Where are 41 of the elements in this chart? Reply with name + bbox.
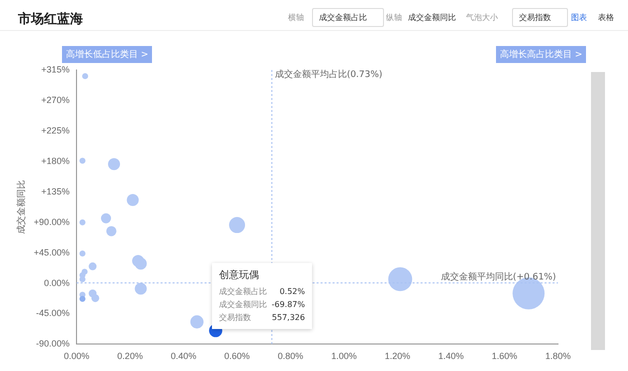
y-tick-label: +315%: [41, 64, 70, 74]
annotation: 交易指数: [219, 312, 251, 324]
x-tick-label: 0.20%: [117, 351, 143, 362]
x-tick-label: 1.00%: [331, 351, 357, 362]
annotation: 创意玩偶: [219, 268, 260, 282]
text: 横轴: [288, 12, 304, 23]
text: 图表: [571, 12, 587, 23]
annotation: 成交金额占比: [219, 286, 267, 298]
x-tick-label: 1.60%: [492, 351, 518, 362]
x-tick-label: 1.20%: [384, 351, 410, 362]
x-tick-label: 0.80%: [278, 351, 304, 362]
x-tick-label: 1.80%: [545, 351, 571, 362]
y-tick-label: +45.00%: [34, 247, 70, 258]
text: 气泡大小: [466, 12, 498, 23]
y-tick-label: -90.00%: [36, 338, 70, 349]
y-tick-label: +225%: [41, 125, 70, 136]
x-tick-label: 0.00%: [64, 351, 90, 362]
text: 交易指数: [512, 8, 568, 27]
ref-line-label: 成交金额平均同比(+0.61%): [440, 272, 556, 283]
x-tick-label: 0.60%: [224, 351, 250, 362]
y-tick-label: +180%: [41, 156, 70, 166]
annotation: 557,326: [272, 312, 305, 324]
y-axis-title: 成交金额同比: [16, 180, 26, 234]
text: 成交金额同比: [408, 12, 456, 23]
x-tick-label: 1.40%: [438, 351, 464, 362]
text: 高增长低占比类目 >: [62, 46, 152, 63]
text: 高增长高占比类目 >: [496, 46, 586, 63]
annotation: 0.52%: [280, 286, 305, 298]
y-tick-label: +135%: [41, 186, 70, 196]
y-tick-label: -45.00%: [36, 308, 70, 318]
text: 纵轴: [386, 12, 402, 23]
y-tick-label: +90.00%: [34, 216, 70, 227]
annotation: 成交金额同比: [219, 299, 267, 311]
chart-title: 市场红蓝海: [18, 10, 83, 28]
text: 成交金额占比: [312, 8, 384, 27]
x-tick-label: 0.40%: [170, 351, 196, 362]
ref-line-label: 成交金额平均占比(0.73%): [274, 68, 382, 80]
text: 表格: [598, 12, 614, 23]
annotation: -69.87%: [272, 299, 305, 311]
y-tick-label: +270%: [41, 94, 70, 105]
y-tick-label: 0.00%: [44, 278, 70, 288]
